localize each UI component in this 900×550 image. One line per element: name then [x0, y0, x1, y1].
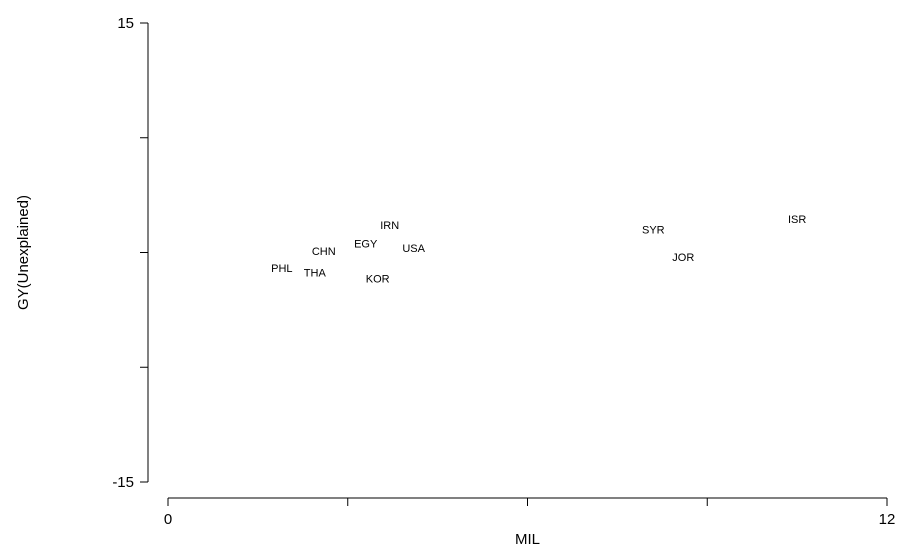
y-axis-ticks: -15 15 — [112, 15, 148, 491]
data-point-chn: CHN — [312, 246, 336, 258]
x-axis-ticks: 0 12 — [164, 498, 896, 528]
x-tick-label: 0 — [164, 511, 172, 528]
data-point-usa: USA — [402, 243, 425, 255]
data-point-tha: THA — [304, 267, 327, 279]
axes — [147, 23, 887, 499]
y-axis-title: GY(Unexplained) — [15, 195, 32, 310]
x-axis-title: MIL — [515, 531, 540, 548]
x-tick-label: 12 — [879, 511, 896, 528]
data-point-irn: IRN — [380, 220, 399, 232]
data-point-phl: PHL — [271, 263, 292, 275]
y-tick-label: 15 — [117, 15, 134, 32]
data-point-syr: SYR — [642, 225, 665, 237]
data-point-jor: JOR — [672, 252, 694, 264]
data-point-egy: EGY — [354, 238, 378, 250]
data-point-kor: KOR — [366, 274, 390, 286]
y-tick-label: -15 — [112, 474, 134, 491]
data-point-isr: ISR — [788, 214, 806, 226]
